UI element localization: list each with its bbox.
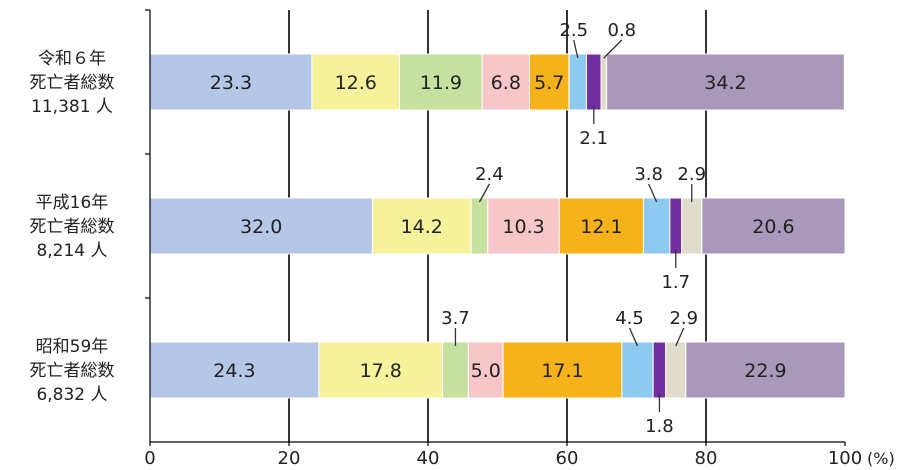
bar-segment <box>569 54 586 110</box>
data-label: 2.4 <box>475 164 504 185</box>
x-tick-label: 80 <box>695 448 718 469</box>
data-label: 23.3 <box>210 72 252 94</box>
data-label: 20.6 <box>752 216 794 238</box>
bar-segment <box>443 342 469 398</box>
category-label: 8,214 人 <box>36 241 107 261</box>
data-label: 2.5 <box>559 20 588 41</box>
x-tick-label: 40 <box>417 448 440 469</box>
bar-segment <box>471 198 488 254</box>
bar-segment <box>601 54 607 110</box>
data-label: 24.3 <box>213 360 255 382</box>
data-label: 1.8 <box>645 416 674 437</box>
category-label: 11,381 人 <box>31 97 113 117</box>
bar-segment <box>666 342 686 398</box>
data-label: 6.8 <box>491 72 521 94</box>
data-label: 2.1 <box>579 128 608 149</box>
data-label: 22.9 <box>744 360 786 382</box>
bar-segment <box>670 198 682 254</box>
x-tick-label: 20 <box>278 448 301 469</box>
bar-segment <box>682 198 702 254</box>
x-tick-label: 0 <box>144 448 155 469</box>
x-unit-label: (%) <box>867 449 895 468</box>
data-label: 12.1 <box>580 216 622 238</box>
data-label: 34.2 <box>704 72 746 94</box>
category-label: 令和６年 <box>38 49 106 69</box>
data-label: 10.3 <box>502 216 544 238</box>
data-label: 5.7 <box>534 72 564 94</box>
data-label: 17.1 <box>541 360 583 382</box>
category-label: 死亡者総数 <box>30 217 115 237</box>
data-label: 4.5 <box>615 308 644 329</box>
category-label: 死亡者総数 <box>30 361 115 381</box>
category-label: 昭和59年 <box>36 337 109 357</box>
data-label: 12.6 <box>335 72 377 94</box>
data-label: 11.9 <box>420 72 462 94</box>
data-label: 2.9 <box>677 164 706 185</box>
data-label: 3.7 <box>441 308 470 329</box>
bar-segment <box>643 198 669 254</box>
bar-segment <box>653 342 666 398</box>
x-tick-label: 100 <box>828 448 862 469</box>
data-label: 1.7 <box>661 272 690 293</box>
category-label: 死亡者総数 <box>30 73 115 93</box>
data-label: 5.0 <box>471 360 501 382</box>
data-label: 2.9 <box>669 308 698 329</box>
bar-segment <box>622 342 653 398</box>
x-tick-label: 60 <box>556 448 579 469</box>
data-label: 32.0 <box>240 216 282 238</box>
data-label: 3.8 <box>634 164 663 185</box>
category-label: 6,832 人 <box>36 385 107 405</box>
data-label: 0.8 <box>608 20 637 41</box>
bar-segment <box>586 54 601 110</box>
data-label: 17.8 <box>360 360 402 382</box>
data-label: 14.2 <box>401 216 443 238</box>
category-label: 平成16年 <box>36 193 109 213</box>
